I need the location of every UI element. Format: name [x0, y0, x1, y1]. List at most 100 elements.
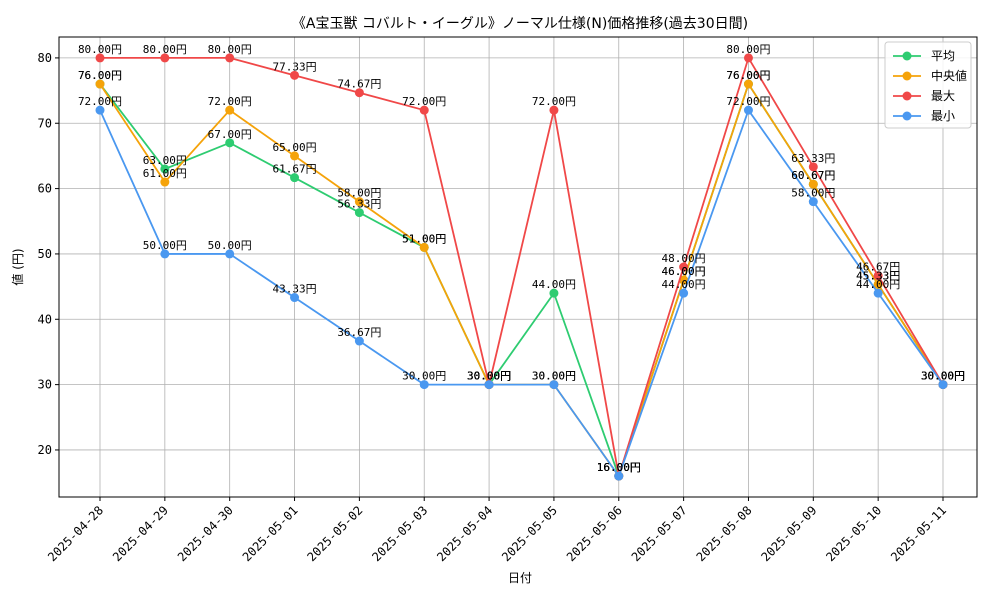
x-tick-label: 2025-05-09: [758, 503, 819, 564]
data-label: 63.33円: [791, 152, 835, 165]
data-point: [419, 380, 429, 390]
data-label: 50.00円: [143, 239, 187, 252]
data-label: 80.00円: [726, 43, 770, 56]
data-point: [95, 53, 105, 63]
data-point: [160, 249, 170, 259]
data-point: [549, 380, 559, 390]
data-label: 74.67円: [337, 78, 381, 91]
data-label: 46.00円: [662, 265, 706, 278]
data-label-layer: 76.00円 63.00円 67.00円 61.67円 56.33円 51.00円 30.0…: [78, 43, 965, 474]
data-point: [679, 262, 689, 272]
data-label: 30.00円: [467, 370, 511, 383]
x-axis-label: 日付: [508, 571, 532, 585]
data-label: 48.00円: [662, 252, 706, 265]
data-label: 16.00円: [597, 461, 641, 474]
data-point: [938, 380, 948, 390]
data-label: 45.33円: [856, 269, 900, 282]
data-point: [290, 151, 300, 161]
data-label: 30.00円: [467, 370, 511, 383]
y-tick-label: 60: [38, 182, 52, 196]
data-point: [549, 288, 559, 298]
data-label: 44.00円: [856, 278, 900, 291]
data-label: 67.00円: [208, 128, 252, 141]
data-point: [160, 164, 170, 174]
y-tick-label: 20: [38, 443, 52, 457]
data-point: [290, 70, 300, 80]
x-tick-layer: 2025-04-28 2025-04-29 2025-04-30 2025-05-01…: [45, 497, 949, 564]
data-point: [354, 88, 364, 98]
data-label: 45.33円: [856, 269, 900, 282]
legend-item: 最小: [893, 109, 955, 123]
x-tick-label: 2025-04-28: [45, 503, 106, 564]
data-label: 76.00円: [78, 69, 122, 82]
legend-label: 平均: [931, 49, 955, 63]
data-point: [225, 249, 235, 259]
data-label: 36.67円: [337, 326, 381, 339]
data-point: [743, 105, 753, 115]
x-tick-label: 2025-05-07: [629, 503, 690, 564]
data-point: [160, 177, 170, 187]
data-label: 16.00円: [597, 461, 641, 474]
legend-item: 最大: [893, 89, 955, 103]
x-tick-label: 2025-05-04: [434, 503, 495, 564]
data-label: 44.00円: [662, 278, 706, 291]
data-point: [225, 105, 235, 115]
data-point: [614, 471, 624, 481]
legend-marker: [902, 91, 912, 101]
data-point: [679, 288, 689, 298]
data-label: 46.00円: [662, 265, 706, 278]
data-label: 60.67円: [791, 169, 835, 182]
data-point: [290, 293, 300, 303]
data-point: [808, 162, 818, 172]
x-tick-label: 2025-05-11: [888, 503, 949, 564]
data-label: 60.67円: [791, 169, 835, 182]
data-point: [419, 242, 429, 252]
y-tick-label: 30: [38, 378, 52, 392]
data-label: 51.00円: [402, 232, 446, 245]
data-label: 30.00円: [467, 370, 511, 383]
data-label: 72.00円: [402, 95, 446, 108]
grid-layer: [59, 37, 977, 497]
data-label: 65.00円: [272, 141, 316, 154]
data-label: 63.00円: [143, 154, 187, 167]
data-point: [354, 208, 364, 218]
legend-marker: [902, 71, 912, 81]
data-point: [743, 79, 753, 89]
x-tick-label: 2025-05-02: [305, 503, 366, 564]
y-tick-label: 80: [38, 51, 52, 65]
x-tick-label: 2025-05-05: [499, 503, 560, 564]
data-point: [484, 380, 494, 390]
x-tick-label: 2025-05-08: [694, 503, 755, 564]
y-tick-label: 50: [38, 247, 52, 261]
x-tick-label: 2025-05-06: [564, 503, 625, 564]
series-layer: [95, 53, 948, 481]
data-point: [160, 53, 170, 63]
y-tick-label: 70: [38, 116, 52, 130]
data-point: [873, 279, 883, 289]
data-point: [679, 275, 689, 285]
data-point: [419, 105, 429, 115]
data-point: [290, 173, 300, 183]
data-point: [873, 271, 883, 281]
legend-item: 中央値: [893, 68, 967, 83]
data-point: [95, 105, 105, 115]
y-tick-layer: 20 30 40 50 60 70 80: [38, 51, 59, 457]
data-point: [225, 53, 235, 63]
data-label: 46.67円: [856, 261, 900, 274]
data-label: 72.00円: [78, 95, 122, 108]
data-point: [225, 138, 235, 148]
data-point: [354, 336, 364, 346]
legend-marker: [902, 51, 912, 61]
data-label: 30.00円: [921, 370, 965, 383]
data-label: 30.00円: [402, 370, 446, 383]
y-tick-label: 40: [38, 312, 52, 326]
data-point: [743, 53, 753, 63]
data-label: 77.33円: [272, 60, 316, 73]
data-label: 76.00円: [726, 69, 770, 82]
data-label: 80.00円: [208, 43, 252, 56]
data-label: 72.00円: [208, 95, 252, 108]
legend-label: 中央値: [931, 68, 967, 83]
data-label: 50.00円: [208, 239, 252, 252]
data-label: 61.67円: [272, 163, 316, 176]
